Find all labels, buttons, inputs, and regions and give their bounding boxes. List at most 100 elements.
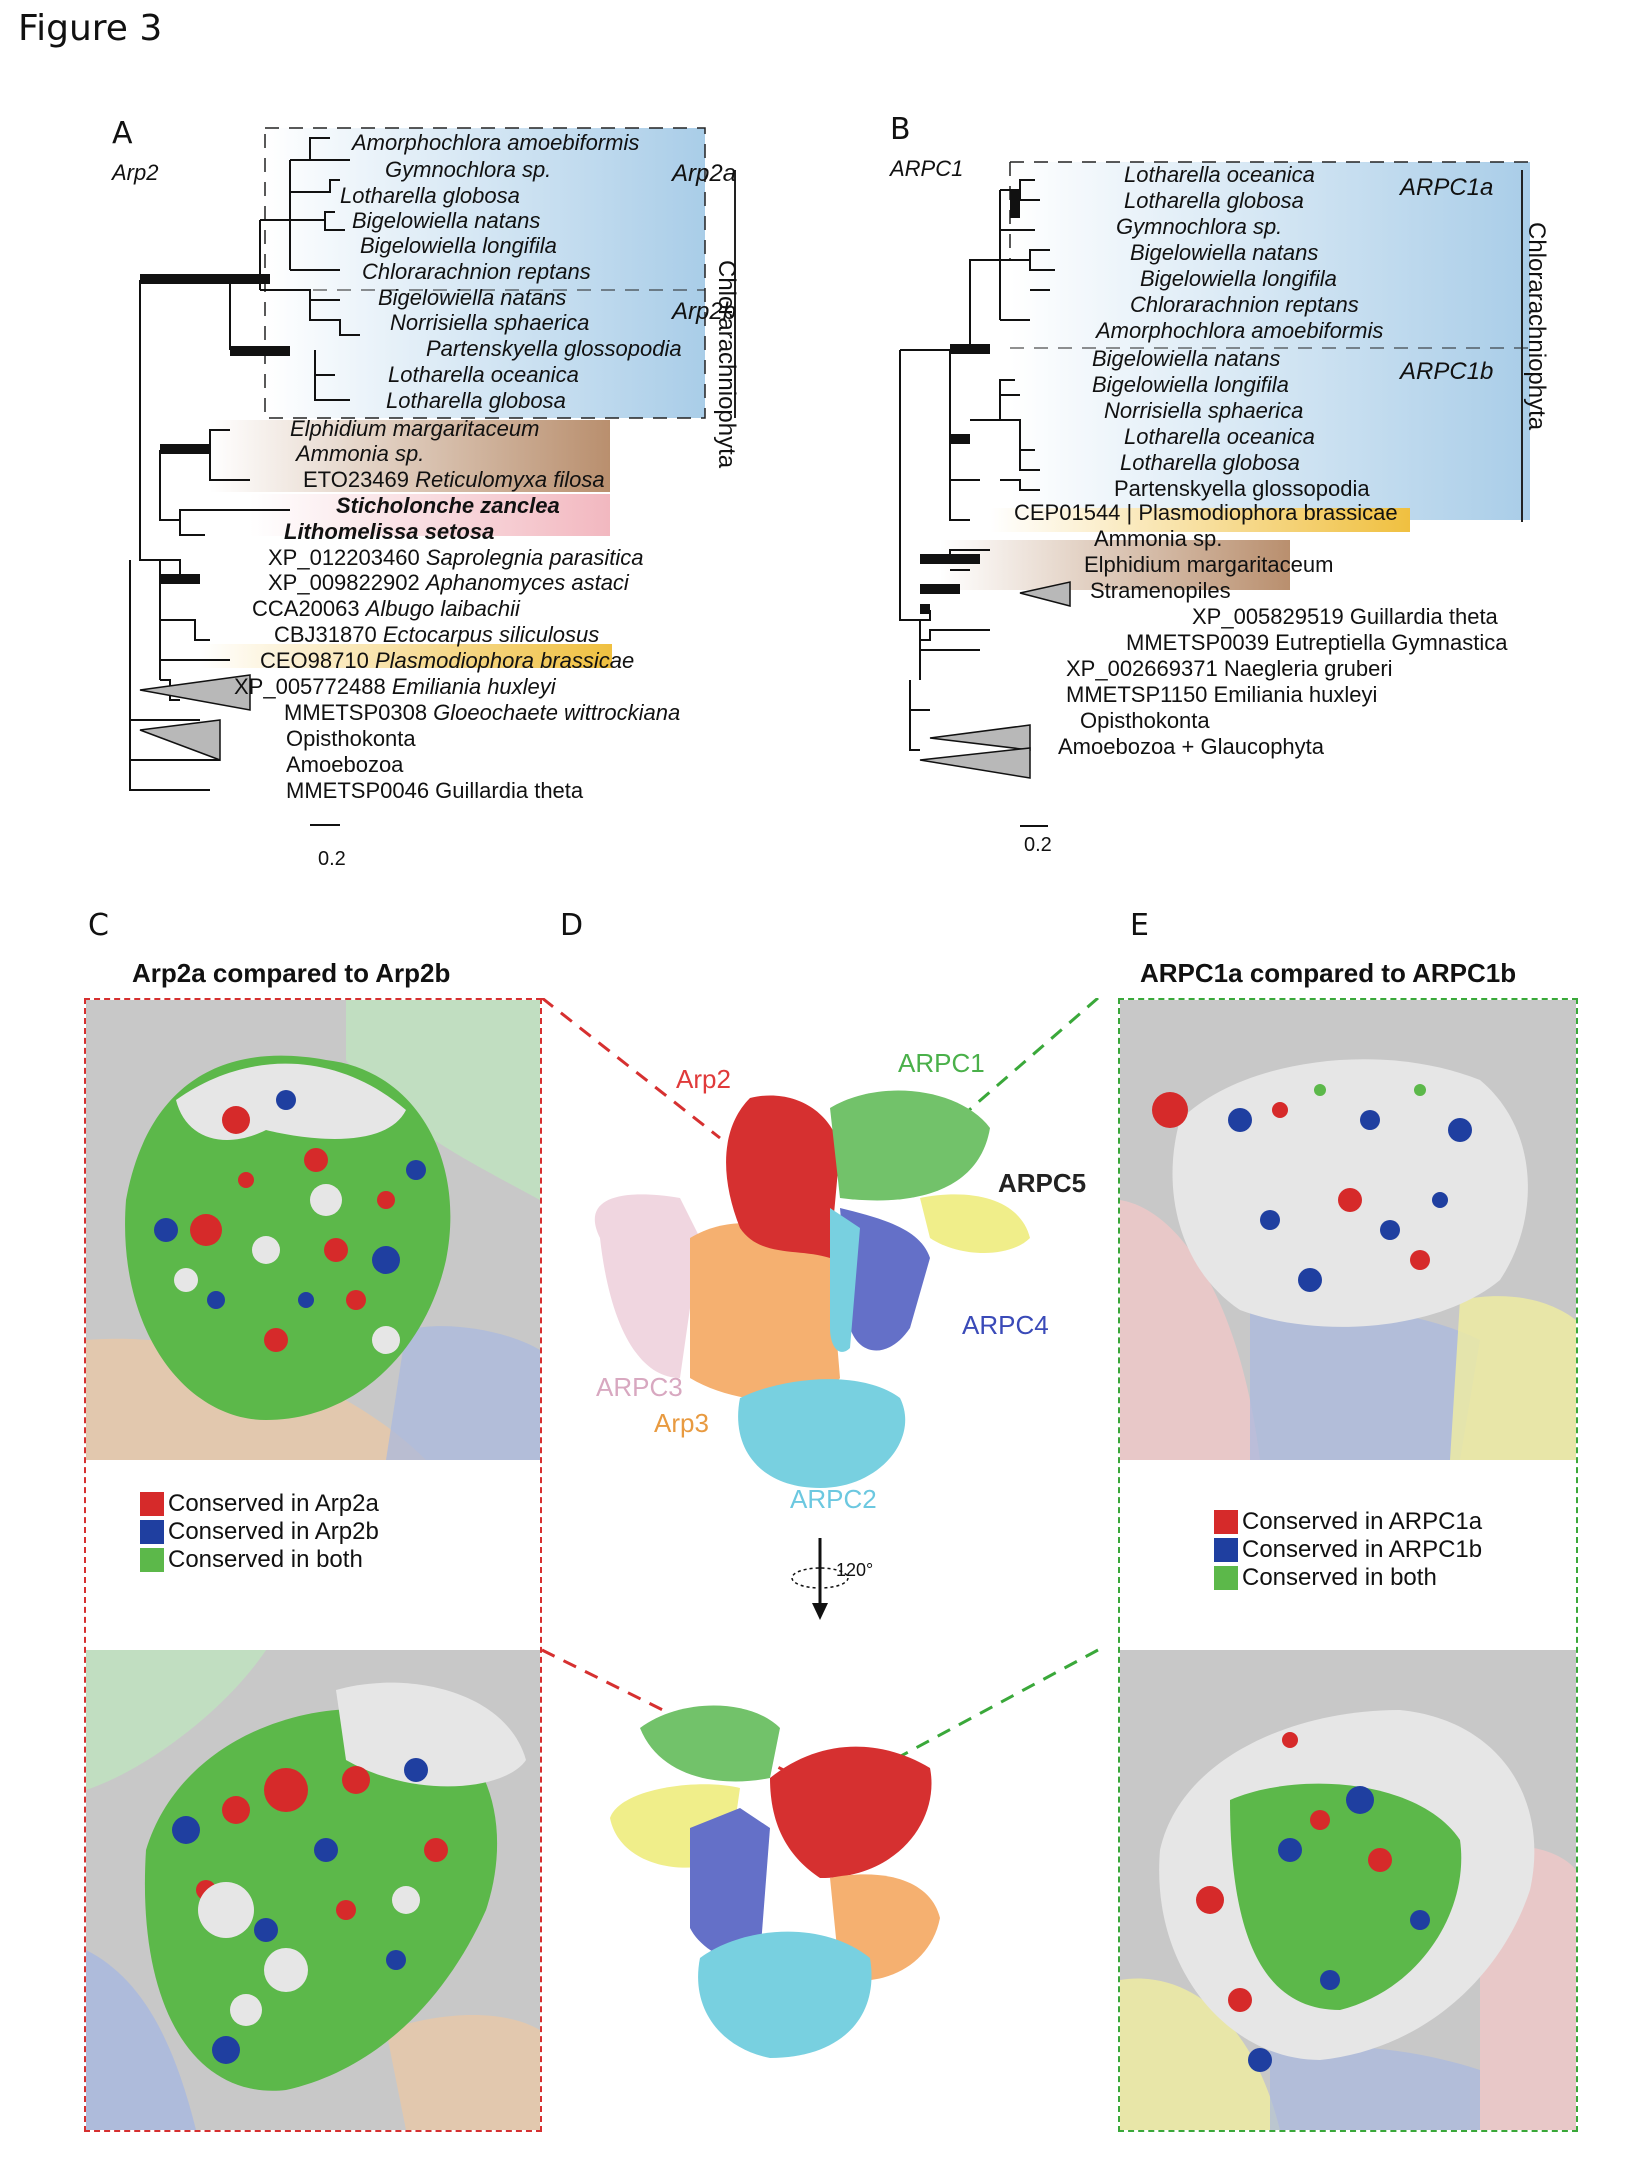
chlorarachniophyta-box-b — [1010, 162, 1530, 520]
taxon-a-name: Norrisiella sphaerica — [390, 310, 590, 335]
panel-e-frame — [1118, 998, 1578, 2132]
taxon-a-name: Gloeochaete wittrockiana — [433, 700, 681, 725]
legend-c-red-label: Conserved in Arp2a — [168, 1490, 379, 1517]
taxon-b-17: XP_005829519 Guillardia theta — [1192, 604, 1498, 629]
taxon-a-name: Bigelowiella natans — [378, 285, 567, 310]
taxon-a-8: Partenskyella glossopodia — [426, 336, 682, 362]
taxon-b-14: Ammonia sp. — [1094, 526, 1223, 551]
taxon-a-18: CCA20063 Albugo laibachii — [252, 596, 520, 622]
taxon-a-name: Lotharella globosa — [386, 388, 566, 413]
taxon-a-accession: MMETSP0308 — [284, 700, 434, 725]
taxon-a-20: CEO98710 Plasmodiophora brassicae — [260, 648, 634, 674]
taxon-b-11: Lotharella globosa — [1120, 450, 1300, 475]
taxon-a-14: Sticholonche zanclea — [336, 493, 560, 519]
clade-arp2a: Arp2a — [672, 160, 737, 187]
plasmodiophora-yellow-box — [200, 644, 612, 668]
panel-e-title: ARPC1a compared to ARPC1b — [1140, 958, 1517, 988]
taxon-b-6: Amorphochlora amoebiformis — [1096, 318, 1384, 343]
taxon-a-10: Lotharella globosa — [386, 388, 566, 414]
taxon-b-20: MMETSP1150 Emiliania huxleyi — [1066, 682, 1378, 707]
taxon-b-13: CEP01544 | Plasmodiophora brassicae — [1014, 500, 1398, 525]
radiolaria-pink-box — [250, 494, 610, 536]
legend-e-blue: Conserved in ARPC1b — [1214, 1536, 1482, 1564]
arp2-surface-bottom — [86, 1650, 540, 2130]
legend-e-green-label: Conserved in both — [1242, 1564, 1437, 1591]
scale-label-a: 0.2 — [318, 848, 346, 870]
panel-e-letter: E — [1130, 908, 1149, 943]
taxon-b-1: Lotharella globosa — [1124, 188, 1304, 213]
taxon-b-7: Bigelowiella natans — [1092, 346, 1281, 371]
taxon-a-13: ETO23469 Reticulomyxa filosa — [303, 467, 605, 493]
taxon-a-name: Elphidium margaritaceum — [290, 416, 540, 441]
arp2-surface-top — [86, 1000, 540, 1460]
label-arpc1: ARPC1 — [898, 1048, 985, 1078]
taxon-a-name: Bigelowiella longifila — [360, 233, 557, 258]
taxon-a-0: Amorphochlora amoebiformis — [352, 130, 639, 156]
taxon-b-18: MMETSP0039 Eutreptiella Gymnastica — [1126, 630, 1508, 655]
arpc1-surface-bottom — [1120, 1650, 1576, 2130]
panel-b-subtitle: ARPC1 — [890, 156, 964, 181]
clade-arp2b: Arp2b — [672, 298, 737, 325]
taxon-a-22: MMETSP0308 Gloeochaete wittrockiana — [284, 700, 680, 726]
amoebozoa-collapsed-clade — [139, 719, 221, 762]
panel-a-tree — [129, 127, 736, 826]
rotation-label: 120° — [836, 1560, 874, 1580]
taxon-a-23: Opisthokonta — [286, 726, 416, 752]
taxon-b-5: Chlorarachnion reptans — [1130, 292, 1359, 317]
label-arpc2: ARPC2 — [790, 1484, 877, 1514]
amoebozoa-glaucophyta-collapsed-clade — [919, 747, 1031, 779]
swatch-red-e — [1214, 1510, 1238, 1534]
taxon-b-8: Bigelowiella longifila — [1092, 372, 1289, 397]
taxon-a-4: Bigelowiella longifila — [360, 233, 557, 259]
opisthokonta-collapsed-clade — [139, 674, 251, 711]
taxon-a-accession: XP_005772488 — [234, 674, 392, 699]
legend-c-green: Conserved in both — [140, 1546, 379, 1574]
taxon-a-24: Amoebozoa — [286, 752, 403, 778]
taxon-a-name: MMETSP0046 Guillardia theta — [286, 778, 584, 803]
taxon-a-name: Partenskyella glossopodia — [426, 336, 682, 361]
label-arpc4: ARPC4 — [962, 1310, 1049, 1340]
label-arpc5: ARPC5 — [998, 1168, 1087, 1198]
rhizaria-brown-box-b — [940, 540, 1290, 590]
scale-label-b: 0.2 — [1024, 834, 1052, 856]
label-arp2: Arp2 — [676, 1064, 731, 1094]
taxon-a-name: Albugo laibachii — [365, 596, 520, 621]
panel-e-legend: Conserved in ARPC1a Conserved in ARPC1b … — [1214, 1508, 1482, 1592]
taxon-b-21: Opisthokonta — [1080, 708, 1210, 733]
swatch-green — [140, 1548, 164, 1572]
taxon-a-name: Ammonia sp. — [296, 441, 425, 466]
legend-c-green-label: Conserved in both — [168, 1546, 363, 1573]
taxon-b-22: Amoebozoa + Glaucophyta — [1058, 734, 1325, 759]
taxon-a-21: XP_005772488 Emiliania huxleyi — [234, 674, 556, 700]
clade-arpc1a: ARPC1a — [1400, 174, 1494, 201]
opisthokonta-collapsed-clade-b — [929, 724, 1031, 751]
group-chlorarachniophyta-a: Chlorarachniophyta — [713, 260, 740, 469]
taxon-a-name: Reticulomyxa filosa — [415, 467, 605, 492]
taxon-a-name: Saprolegnia parasitica — [425, 545, 644, 570]
taxon-a-9: Lotharella oceanica — [388, 362, 579, 388]
swatch-red — [140, 1492, 164, 1516]
panel-c-legend: Conserved in Arp2a Conserved in Arp2b Co… — [140, 1490, 379, 1574]
taxon-a-name: Lithomelissa setosa — [284, 519, 495, 544]
taxon-a-2: Lotharella globosa — [340, 183, 520, 209]
taxon-a-name: Ectocarpus siliculosus — [382, 622, 600, 647]
taxon-b-19: XP_002669371 Naegleria gruberi — [1066, 656, 1393, 681]
panel-c-letter: C — [88, 908, 109, 943]
taxon-a-16: XP_012203460 Saprolegnia parasitica — [268, 545, 644, 571]
panel-d-complex — [541, 998, 1099, 2058]
taxon-a-7: Norrisiella sphaerica — [390, 310, 589, 336]
taxon-a-name: Emiliania huxleyi — [391, 674, 556, 699]
taxon-a-name: Lotharella globosa — [340, 183, 520, 208]
legend-e-green: Conserved in both — [1214, 1564, 1482, 1592]
panel-b-tree — [899, 161, 1530, 827]
group-chlorarachniophyta-b: Chlorarachniophyta — [1523, 222, 1550, 431]
taxon-a-3: Bigelowiella natans — [352, 208, 540, 234]
panel-c-frame — [84, 998, 542, 2132]
taxon-a-1: Gymnochlora sp. — [385, 157, 551, 183]
plasmodiophora-yellow-box-b — [990, 508, 1410, 532]
taxon-a-accession: XP_009822902 — [268, 570, 426, 595]
taxon-a-25: MMETSP0046 Guillardia theta — [286, 778, 583, 804]
legend-e-red-label: Conserved in ARPC1a — [1242, 1508, 1483, 1535]
taxon-b-4: Bigelowiella longifila — [1140, 266, 1337, 291]
stramenopiles-collapsed-clade — [1019, 581, 1071, 607]
